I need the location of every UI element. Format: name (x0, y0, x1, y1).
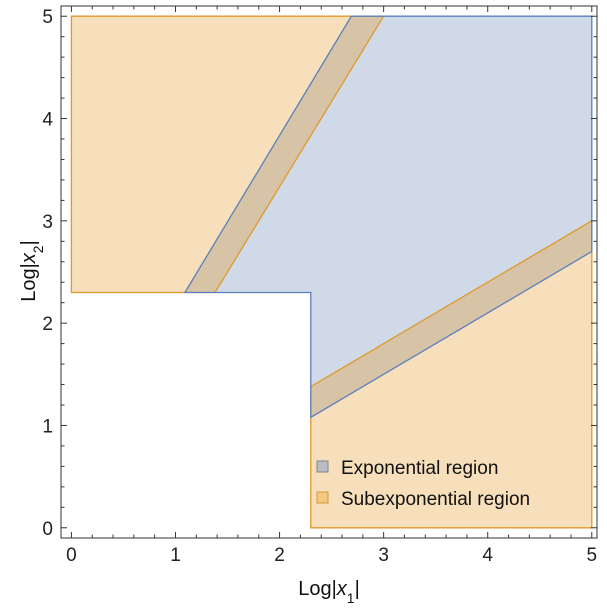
y-tick-label: 0 (42, 519, 53, 540)
legend-label-subexponential: Subexponential region (341, 489, 530, 510)
axis-ticks: 0 1 2 3 4 5 0 1 2 3 4 5 (42, 6, 597, 566)
y-tick-label: 1 (42, 416, 53, 437)
y-tick-label: 4 (42, 110, 53, 131)
x-tick-label: 5 (587, 545, 598, 566)
x-tick-label: 1 (170, 545, 181, 566)
y-tick-label: 5 (42, 7, 53, 28)
x-axis-label-suffix: | (355, 578, 360, 600)
x-axis-label-var: x (336, 578, 348, 600)
x-axis-label: Log|x1| (298, 578, 360, 606)
y-tick-label: 2 (42, 314, 53, 335)
y-tick-label: 3 (42, 212, 53, 233)
x-tick-label: 0 (66, 545, 77, 566)
legend-swatch-exponential (316, 460, 329, 473)
legend-swatch-subexponential (316, 491, 329, 504)
y-axis-label-sub: 2 (30, 245, 46, 253)
x-tick-label: 3 (378, 545, 389, 566)
x-axis-label-sub: 1 (347, 590, 355, 606)
subexponential-region-2 (310, 220, 592, 528)
legend-label-exponential: Exponential region (341, 458, 498, 479)
legend: Exponential region Subexponential region (316, 458, 530, 510)
y-axis-label-var: x (18, 252, 40, 264)
x-axis-label-prefix: Log| (298, 578, 337, 600)
subexponential-region-1 (71, 16, 384, 293)
plot-regions (70, 15, 593, 529)
x-tick-label: 2 (274, 545, 285, 566)
exponential-region (184, 16, 592, 418)
exponential-outline (183, 15, 593, 419)
y-axis-label-prefix: Log| (18, 263, 40, 302)
plot-border (60, 5, 598, 539)
y-axis-label-suffix: | (18, 240, 40, 245)
plot-frame (60, 5, 598, 539)
y-axis-label: Log|x2| (18, 240, 46, 302)
x-tick-label: 4 (482, 545, 493, 566)
